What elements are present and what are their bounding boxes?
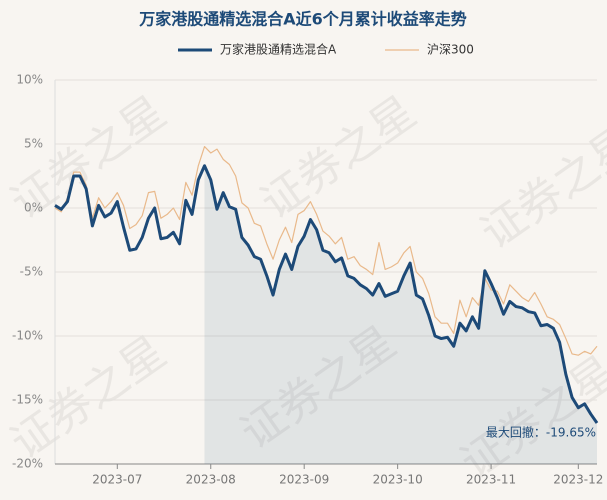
y-tick-label: 0% [24, 201, 43, 215]
y-tick-label: -10% [12, 329, 43, 343]
series-line [54, 164, 599, 424]
x-tick-label: 2023-09 [279, 473, 329, 487]
legend-label: 万家港股通精选混合A [220, 42, 337, 57]
x-tick-label: 2023-08 [186, 473, 236, 487]
series-line [54, 145, 598, 356]
legend-label: 沪深300 [427, 43, 474, 57]
y-tick-label: 10% [16, 73, 43, 87]
chart-title: 万家港股通精选混合A近6个月累计收益率走势 [138, 10, 467, 29]
y-tick-label: -5% [20, 265, 43, 279]
x-tick-label: 2023-11 [466, 473, 516, 487]
y-tick-label: -15% [12, 393, 43, 407]
x-tick-label: 2023-10 [373, 473, 423, 487]
x-tick-label: 2023-12 [553, 473, 603, 487]
annotation: 最大回撤：-19.65% [486, 425, 596, 440]
x-tick-label: 2023-07 [92, 473, 142, 487]
y-tick-label: 5% [24, 137, 43, 151]
y-tick-label: -20% [12, 457, 43, 471]
